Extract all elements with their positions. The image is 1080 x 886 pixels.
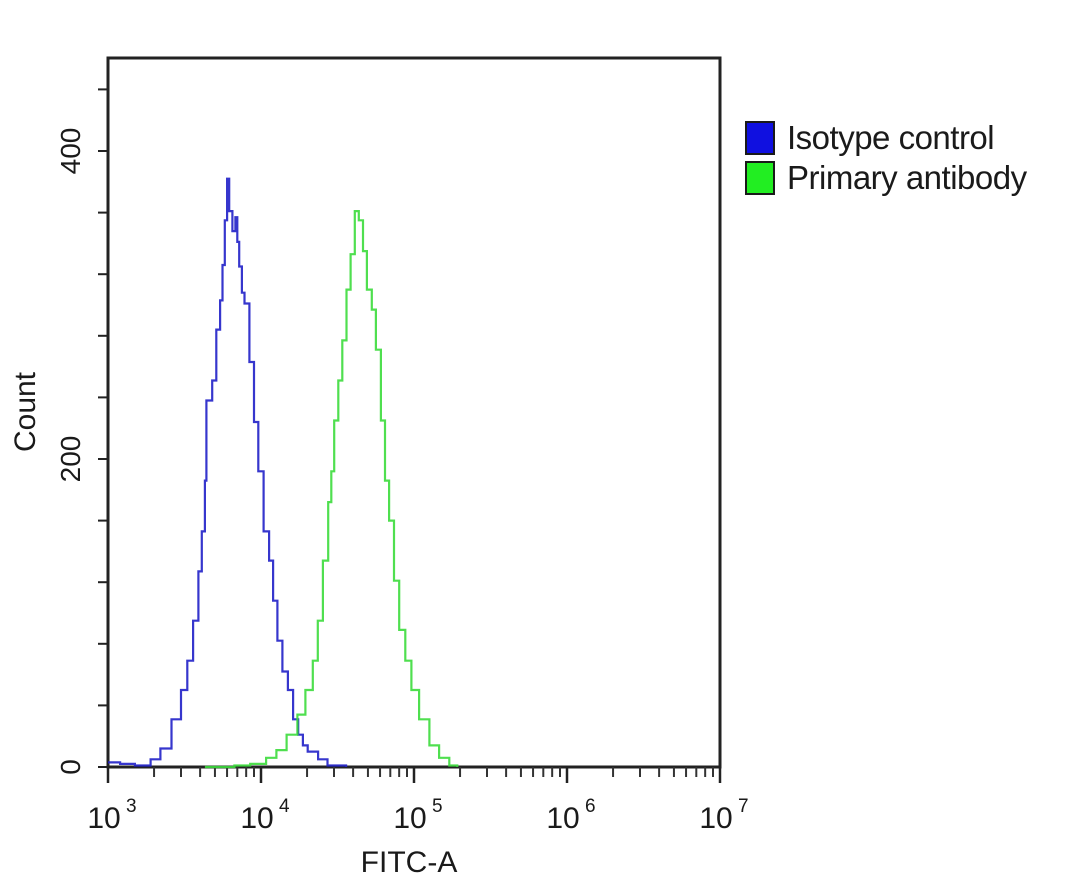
x-axis-tick-labels: 10 3 10 4 10 5 10 6 10 7 xyxy=(87,796,748,835)
legend-item-isotype-control: Isotype control xyxy=(745,118,1027,158)
legend-label: Primary antibody xyxy=(787,159,1027,196)
x-tick-label-exponent: 5 xyxy=(432,796,443,817)
x-tick-label: 10 xyxy=(240,802,273,835)
legend-label: Isotype control xyxy=(787,119,995,156)
legend-item-primary-antibody: Primary antibody xyxy=(745,158,1027,198)
legend-swatch-green xyxy=(745,161,775,195)
x-tick-label-exponent: 4 xyxy=(279,796,290,817)
y-axis-ticks xyxy=(98,88,108,768)
legend: Isotype control Primary antibody xyxy=(745,118,1027,198)
plot-frame xyxy=(106,56,722,769)
isotype-control-curve xyxy=(108,177,348,767)
x-tick-label: 10 xyxy=(546,802,579,835)
x-tick-label-exponent: 6 xyxy=(585,796,596,817)
x-tick-label: 10 xyxy=(87,802,120,835)
y-axis-tick-labels: 0 200 400 xyxy=(55,128,86,775)
x-tick-label: 10 xyxy=(699,802,732,835)
y-tick-label: 0 xyxy=(55,759,86,775)
primary-antibody-curve xyxy=(204,210,459,769)
plot-area xyxy=(106,56,722,769)
y-axis-title: Count xyxy=(9,371,42,452)
y-tick-label: 200 xyxy=(55,436,86,483)
x-axis-ticks xyxy=(106,767,722,783)
y-tick-label: 400 xyxy=(55,128,86,175)
legend-swatch-blue xyxy=(745,121,775,155)
x-tick-label-exponent: 3 xyxy=(126,796,137,817)
x-tick-label: 10 xyxy=(393,802,426,835)
series-layer xyxy=(108,177,459,769)
x-tick-label-exponent: 7 xyxy=(738,796,749,817)
x-axis-title: FITC-A xyxy=(361,846,458,879)
